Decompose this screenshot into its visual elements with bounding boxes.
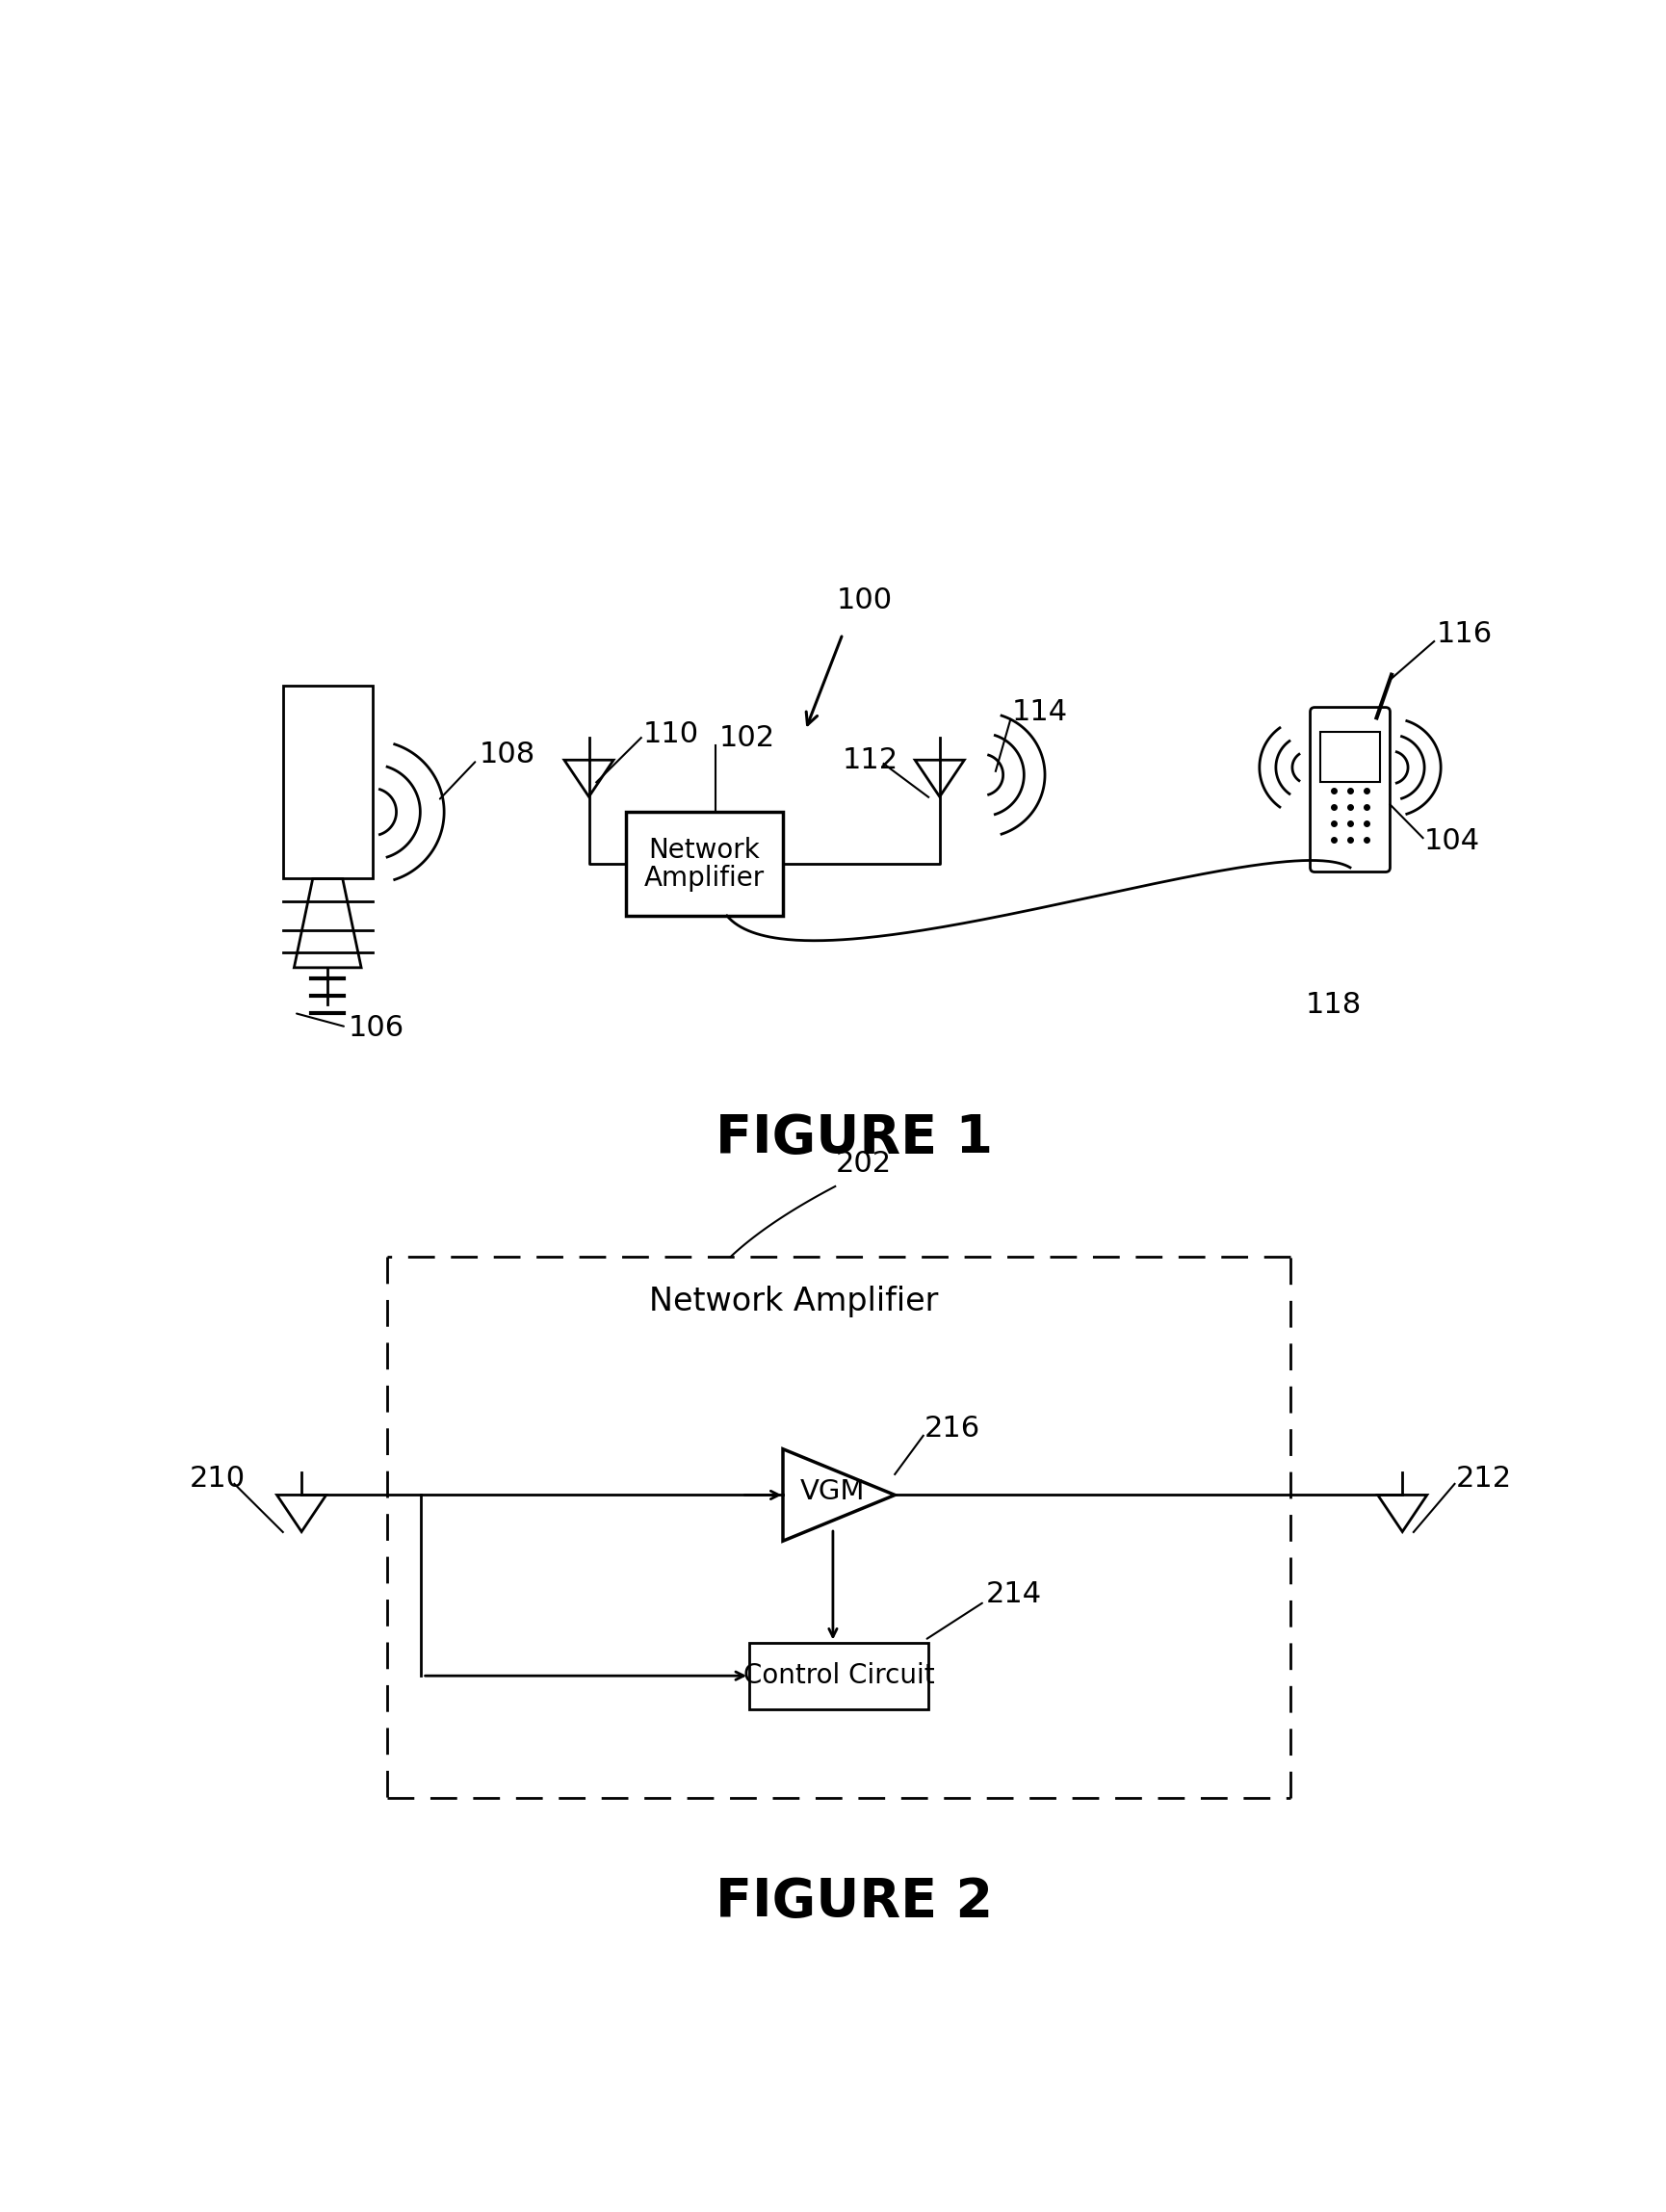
Bar bbox=[750, 1644, 928, 1710]
Text: 216: 216 bbox=[925, 1413, 981, 1442]
Bar bbox=[283, 686, 373, 878]
Text: 210: 210 bbox=[190, 1464, 245, 1493]
Text: 214: 214 bbox=[986, 1579, 1041, 1608]
Text: FIGURE 2: FIGURE 2 bbox=[715, 1876, 993, 1929]
Text: VGM: VGM bbox=[800, 1478, 865, 1506]
Bar bbox=[626, 812, 783, 916]
Text: Network Amplifier: Network Amplifier bbox=[650, 1285, 938, 1316]
Text: 116: 116 bbox=[1436, 619, 1493, 648]
Text: 112: 112 bbox=[843, 745, 898, 774]
Text: 100: 100 bbox=[836, 586, 893, 615]
Text: 108: 108 bbox=[480, 741, 535, 768]
Text: FIGURE 1: FIGURE 1 bbox=[715, 1113, 993, 1164]
Text: 102: 102 bbox=[718, 723, 775, 752]
Text: Control Circuit: Control Circuit bbox=[743, 1661, 935, 1690]
Text: Amplifier: Amplifier bbox=[645, 865, 765, 891]
Text: 114: 114 bbox=[1011, 697, 1068, 726]
Text: 110: 110 bbox=[643, 721, 700, 748]
Text: 106: 106 bbox=[348, 1015, 405, 1042]
Text: 104: 104 bbox=[1424, 827, 1481, 856]
Text: 212: 212 bbox=[1456, 1464, 1513, 1493]
Text: 202: 202 bbox=[835, 1150, 891, 1179]
Text: 118: 118 bbox=[1306, 991, 1361, 1020]
Text: Network: Network bbox=[648, 836, 760, 865]
Bar bbox=[1321, 732, 1379, 783]
